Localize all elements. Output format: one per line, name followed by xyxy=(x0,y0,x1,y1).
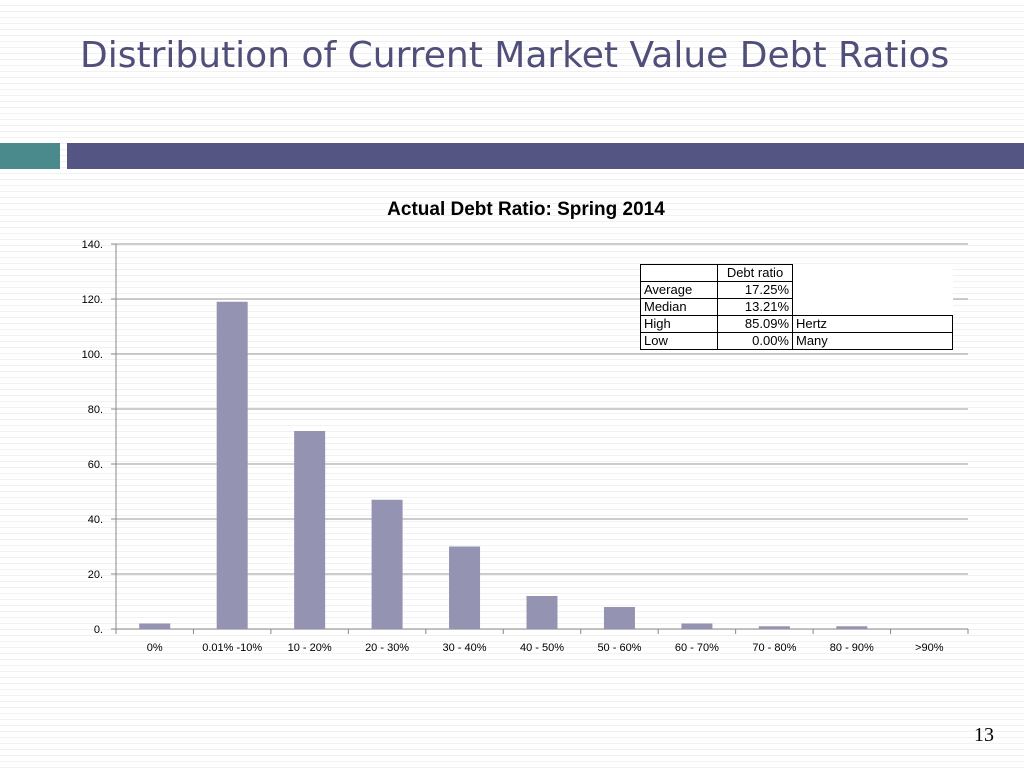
debt-ratio-stats-table: Debt ratio Average 17.25% Median 13.21% … xyxy=(640,264,953,350)
bar xyxy=(836,626,868,629)
x-tick-label: 60 - 70% xyxy=(675,642,719,654)
x-tick-label: 10 - 20% xyxy=(288,642,332,654)
slide-title: Distribution of Current Market Value Deb… xyxy=(80,35,950,76)
stats-row-value: 0.00% xyxy=(717,332,793,350)
stats-row-label: High xyxy=(640,315,718,333)
stats-header-empty xyxy=(793,265,953,282)
title-accent-block xyxy=(0,143,60,169)
title-underline-bar xyxy=(67,143,1024,169)
stats-row-label: Low xyxy=(640,332,718,350)
stats-row-name xyxy=(793,282,953,299)
x-tick-label: 40 - 50% xyxy=(520,642,564,654)
x-tick-label: 20 - 30% xyxy=(365,642,409,654)
x-tick-label: 70 - 80% xyxy=(752,642,796,654)
bar xyxy=(758,626,790,629)
bar xyxy=(294,431,326,629)
stats-header-label: Debt ratio xyxy=(717,264,793,282)
y-tick-label: 100. xyxy=(82,349,103,361)
chart-title: Actual Debt Ratio: Spring 2014 xyxy=(387,199,665,220)
y-tick-label: 0. xyxy=(94,624,103,636)
stats-row: Median 13.21% xyxy=(640,298,953,316)
stats-row-name: Many xyxy=(792,332,953,350)
y-tick-label: 40. xyxy=(88,514,103,526)
stats-row-label: Average xyxy=(640,281,718,299)
x-tick-labels: 0% 0.01% -10% 10 - 20% 20 - 30% 30 - 40% 40 -… xyxy=(147,642,944,654)
bar xyxy=(371,499,403,629)
stats-row-value: 85.09% xyxy=(717,315,793,333)
x-tick-label: 50 - 60% xyxy=(597,642,641,654)
stats-row-value: 17.25% xyxy=(717,281,793,299)
x-tick-label: 80 - 90% xyxy=(830,642,874,654)
y-tick-labels: 0. 20. 40. 60. 80. 100. 120. 140. xyxy=(82,239,103,636)
stats-header-row: Debt ratio xyxy=(640,264,953,282)
y-tick-label: 140. xyxy=(82,239,103,251)
bars xyxy=(139,301,868,629)
stats-row: Average 17.25% xyxy=(640,281,953,299)
y-tick-label: 20. xyxy=(88,569,103,581)
y-tick-label: 120. xyxy=(82,294,103,306)
bar xyxy=(449,546,481,629)
stats-row: High 85.09% Hertz xyxy=(640,315,953,333)
stats-row-value: 13.21% xyxy=(717,298,793,316)
x-tick-label: 0.01% -10% xyxy=(202,642,262,654)
bar xyxy=(603,607,635,629)
bar xyxy=(216,301,248,629)
stats-row-label: Median xyxy=(640,298,718,316)
y-tick-label: 60. xyxy=(88,459,103,471)
stats-row: Low 0.00% Many xyxy=(640,332,953,350)
x-tick-label: >90% xyxy=(915,642,944,654)
stats-row-name xyxy=(793,299,953,316)
stats-row-name: Hertz xyxy=(792,315,953,333)
x-tick-label: 0% xyxy=(147,642,163,654)
bar xyxy=(139,623,171,629)
y-tick-label: 80. xyxy=(88,404,103,416)
stats-header-blank xyxy=(640,264,718,282)
bar xyxy=(526,596,558,629)
bar xyxy=(681,623,713,629)
x-tick-label: 30 - 40% xyxy=(443,642,487,654)
page-number: 13 xyxy=(974,724,994,746)
